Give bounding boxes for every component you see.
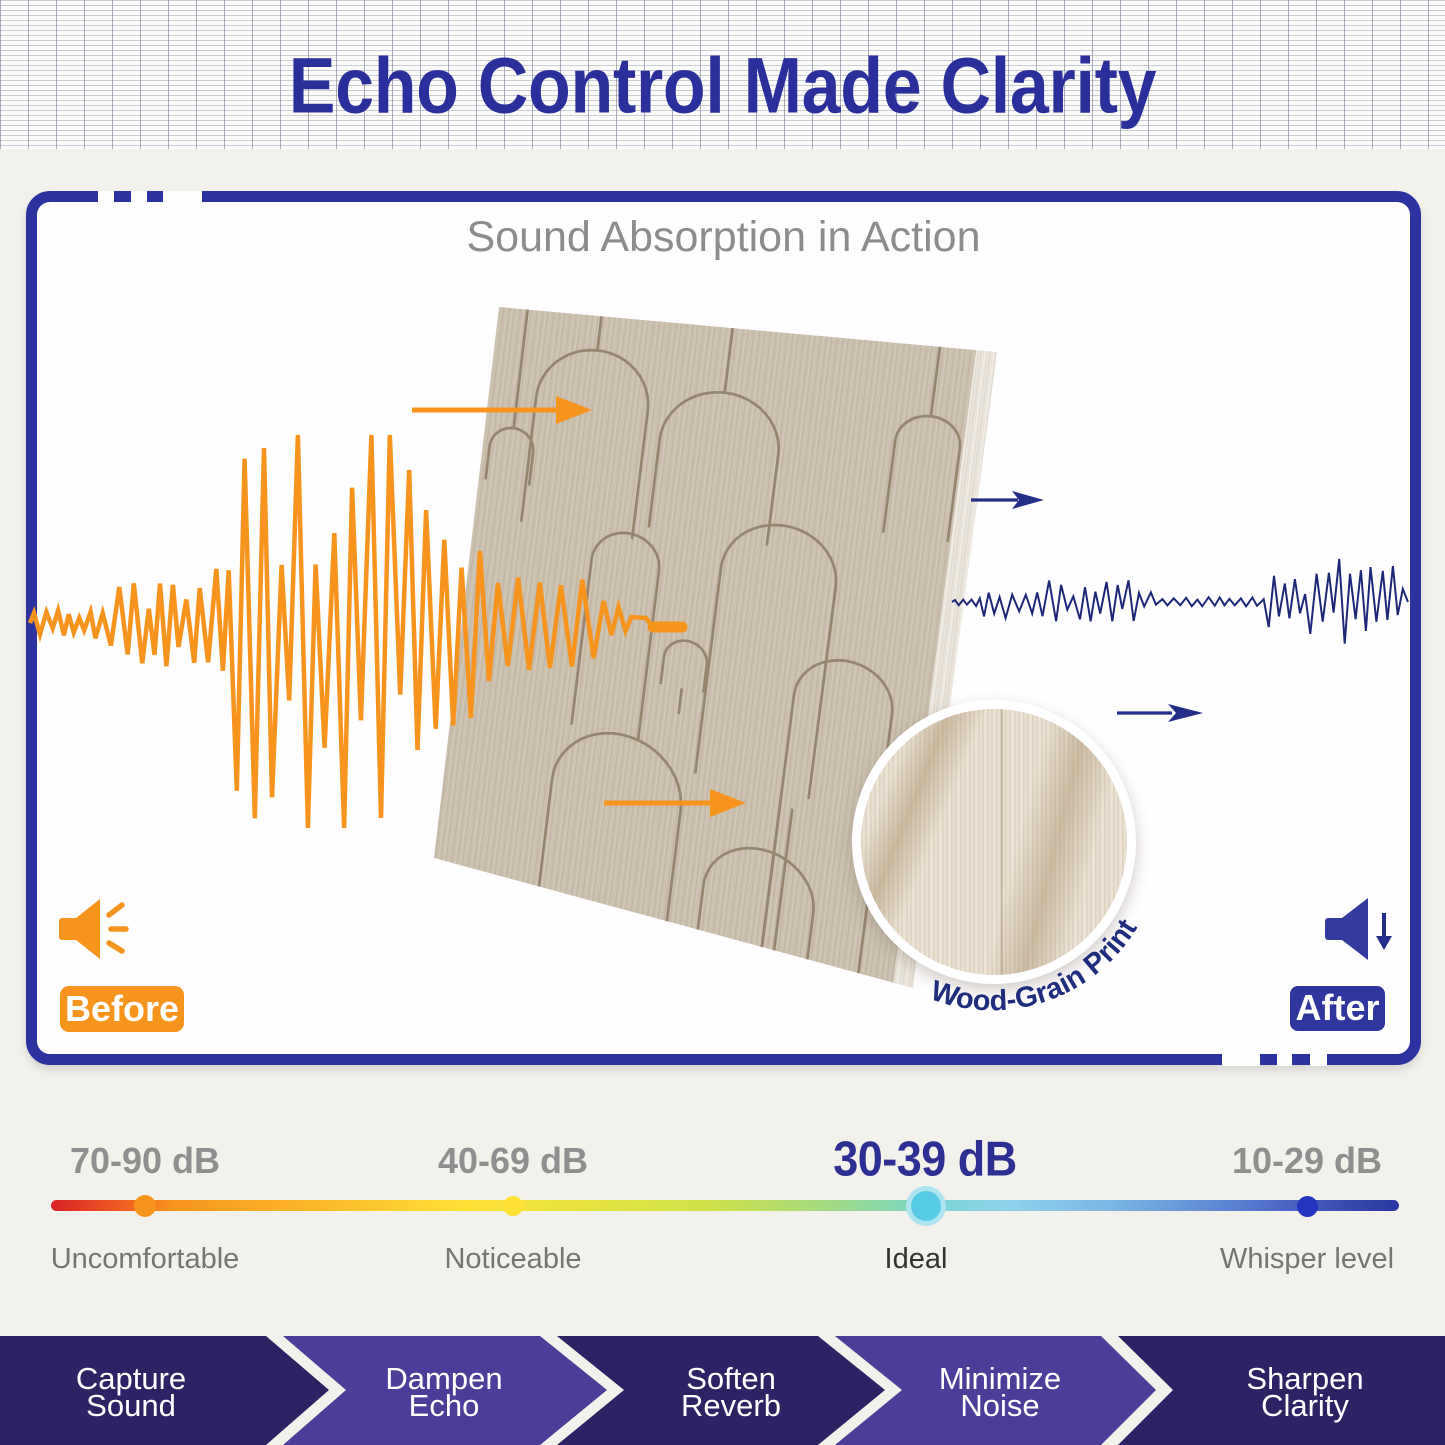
svg-text:Echo: Echo bbox=[409, 1388, 480, 1423]
svg-text:Sharpen: Sharpen bbox=[1246, 1361, 1363, 1396]
svg-text:Dampen: Dampen bbox=[385, 1361, 502, 1396]
svg-text:Clarity: Clarity bbox=[1261, 1388, 1349, 1423]
svg-text:Reverb: Reverb bbox=[681, 1388, 781, 1423]
svg-text:Sound: Sound bbox=[86, 1388, 176, 1423]
svg-text:Soften: Soften bbox=[686, 1361, 776, 1396]
svg-text:Minimize: Minimize bbox=[939, 1361, 1061, 1396]
svg-text:Noise: Noise bbox=[960, 1388, 1039, 1423]
svg-text:Wood-Grain Print: Wood-Grain Print bbox=[927, 913, 1144, 1017]
svg-text:Capture: Capture bbox=[76, 1361, 186, 1396]
